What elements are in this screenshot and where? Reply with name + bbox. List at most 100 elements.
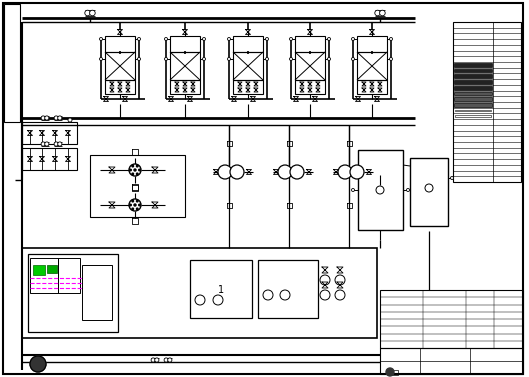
- Circle shape: [380, 10, 385, 16]
- Bar: [82, 265, 112, 320]
- Bar: [170, 80, 200, 94]
- Circle shape: [139, 204, 140, 206]
- Bar: [258, 260, 318, 318]
- Text: 1: 1: [218, 285, 224, 295]
- Bar: [233, 52, 263, 80]
- Circle shape: [227, 37, 231, 40]
- Bar: [454, 80, 492, 84]
- Circle shape: [335, 275, 345, 285]
- Circle shape: [154, 358, 159, 362]
- Circle shape: [139, 169, 140, 171]
- Circle shape: [376, 186, 384, 194]
- Bar: [454, 63, 492, 67]
- Circle shape: [58, 116, 62, 120]
- Circle shape: [136, 173, 138, 175]
- Bar: [233, 80, 263, 94]
- Circle shape: [132, 200, 133, 202]
- Bar: [357, 36, 387, 52]
- Bar: [390, 370, 398, 375]
- Circle shape: [389, 37, 393, 40]
- Circle shape: [203, 37, 205, 40]
- Bar: [454, 86, 492, 90]
- Bar: [90, 155, 185, 217]
- Bar: [454, 69, 492, 72]
- Circle shape: [351, 37, 354, 40]
- Circle shape: [386, 368, 394, 376]
- Bar: [380, 348, 523, 374]
- Circle shape: [230, 165, 244, 179]
- Bar: [454, 97, 492, 101]
- Circle shape: [320, 275, 330, 285]
- Circle shape: [278, 165, 292, 179]
- Circle shape: [41, 116, 45, 120]
- Bar: [105, 52, 135, 80]
- Bar: [4, 4, 20, 122]
- Circle shape: [151, 358, 156, 362]
- Circle shape: [280, 290, 290, 300]
- Circle shape: [165, 37, 168, 40]
- Circle shape: [320, 290, 330, 300]
- Circle shape: [136, 165, 138, 167]
- Bar: [22, 248, 377, 338]
- Bar: [455, 115, 491, 117]
- Circle shape: [136, 200, 138, 202]
- Circle shape: [165, 58, 168, 60]
- Bar: [453, 22, 521, 182]
- Circle shape: [338, 165, 352, 179]
- Circle shape: [130, 169, 131, 171]
- Bar: [454, 103, 492, 107]
- Circle shape: [41, 142, 45, 146]
- Circle shape: [129, 164, 141, 176]
- Circle shape: [266, 37, 269, 40]
- Circle shape: [99, 37, 103, 40]
- Circle shape: [406, 188, 409, 192]
- Bar: [358, 150, 403, 230]
- Circle shape: [89, 10, 95, 16]
- Bar: [295, 36, 325, 52]
- Circle shape: [130, 204, 131, 206]
- Bar: [170, 36, 200, 52]
- Bar: [30, 258, 58, 293]
- Circle shape: [164, 358, 168, 362]
- Circle shape: [195, 295, 205, 305]
- Bar: [105, 80, 135, 94]
- Circle shape: [58, 142, 62, 146]
- Circle shape: [138, 58, 141, 60]
- Circle shape: [30, 356, 46, 372]
- Bar: [380, 290, 523, 348]
- Text: www.tumu8.com: www.tumu8.com: [172, 203, 288, 217]
- Circle shape: [134, 204, 136, 206]
- Bar: [22, 122, 77, 144]
- Bar: [455, 110, 491, 112]
- Circle shape: [451, 176, 453, 179]
- Circle shape: [218, 165, 232, 179]
- Circle shape: [290, 165, 304, 179]
- Bar: [33, 265, 45, 275]
- Bar: [28, 254, 118, 332]
- Bar: [190, 260, 252, 318]
- Bar: [357, 80, 387, 94]
- Circle shape: [263, 290, 273, 300]
- Bar: [454, 74, 492, 78]
- Circle shape: [44, 142, 49, 146]
- Circle shape: [350, 165, 364, 179]
- Bar: [295, 80, 325, 94]
- Circle shape: [335, 290, 345, 300]
- Circle shape: [213, 295, 223, 305]
- Circle shape: [266, 58, 269, 60]
- Circle shape: [138, 37, 141, 40]
- Circle shape: [134, 169, 136, 171]
- Circle shape: [85, 10, 90, 16]
- Circle shape: [99, 58, 103, 60]
- Bar: [105, 36, 135, 52]
- Circle shape: [351, 188, 354, 192]
- Circle shape: [136, 208, 138, 210]
- Bar: [357, 52, 387, 80]
- Circle shape: [129, 199, 141, 211]
- Bar: [58, 258, 80, 293]
- Circle shape: [132, 208, 133, 210]
- Circle shape: [68, 118, 72, 122]
- Circle shape: [132, 165, 133, 167]
- Circle shape: [289, 37, 293, 40]
- Circle shape: [168, 358, 172, 362]
